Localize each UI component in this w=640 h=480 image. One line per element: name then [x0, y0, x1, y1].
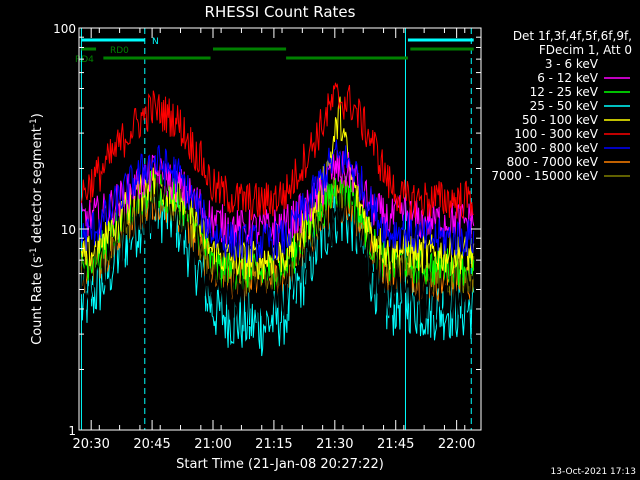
flag-label-n: N: [152, 37, 159, 47]
y-axis: 1 10 100: [53, 22, 481, 438]
legend-header-line-2: FDecim 1, Att 0: [539, 43, 632, 57]
series-line-6: [80, 82, 474, 221]
legend-label-8: 800 - 7000 keV: [507, 155, 599, 169]
legend-label-1: 3 - 6 keV: [545, 57, 599, 71]
y-tick-label: 100: [53, 22, 76, 36]
x-tick-label: 21:15: [255, 437, 292, 452]
x-tick-label: 20:45: [133, 437, 170, 452]
legend-header-line-1: Det 1f,3f,4f,5f,6f,9f,: [513, 29, 632, 43]
flag-label-rd0: RD0: [110, 46, 129, 56]
y-tick-label: 1: [68, 424, 76, 438]
footer-timestamp: 13-Oct-2021 17:13: [551, 467, 636, 477]
series-line-7: [80, 139, 475, 264]
x-tick-label: 21:30: [316, 437, 353, 452]
y-tick-label: 10: [61, 223, 76, 237]
legend: Det 1f,3f,4f,5f,6f,9f, FDecim 1, Att 0 3…: [491, 29, 632, 183]
chart-title: RHESSI Count Rates: [205, 3, 356, 21]
x-tick-label: 21:00: [194, 437, 231, 452]
x-tick-label: 20:30: [72, 437, 109, 452]
legend-label-6: 100 - 300 keV: [514, 127, 598, 141]
legend-label-9: 7000 - 15000 keV: [491, 169, 598, 183]
x-tick-label: 22:00: [438, 437, 475, 452]
legend-label-4: 25 - 50 keV: [530, 99, 599, 113]
x-axis: 20:30 20:45 21:00 21:15 21:30 21:45 22:00: [72, 28, 475, 452]
legend-label-2: 6 - 12 keV: [537, 71, 599, 85]
x-tick-label: 21:45: [377, 437, 414, 452]
legend-label-7: 300 - 800 keV: [514, 141, 598, 155]
legend-label-5: 50 - 100 keV: [522, 113, 599, 127]
y-axis-label: Count Rate (s-1 detector segment-1): [29, 113, 45, 345]
plot-area: N RD0 RD4: [75, 28, 475, 430]
x-axis-label: Start Time (21-Jan-08 20:27:22): [176, 457, 384, 472]
series-line-1: [80, 174, 475, 327]
flag-label-rd4: RD4: [75, 55, 94, 65]
legend-label-3: 12 - 25 keV: [530, 85, 599, 99]
